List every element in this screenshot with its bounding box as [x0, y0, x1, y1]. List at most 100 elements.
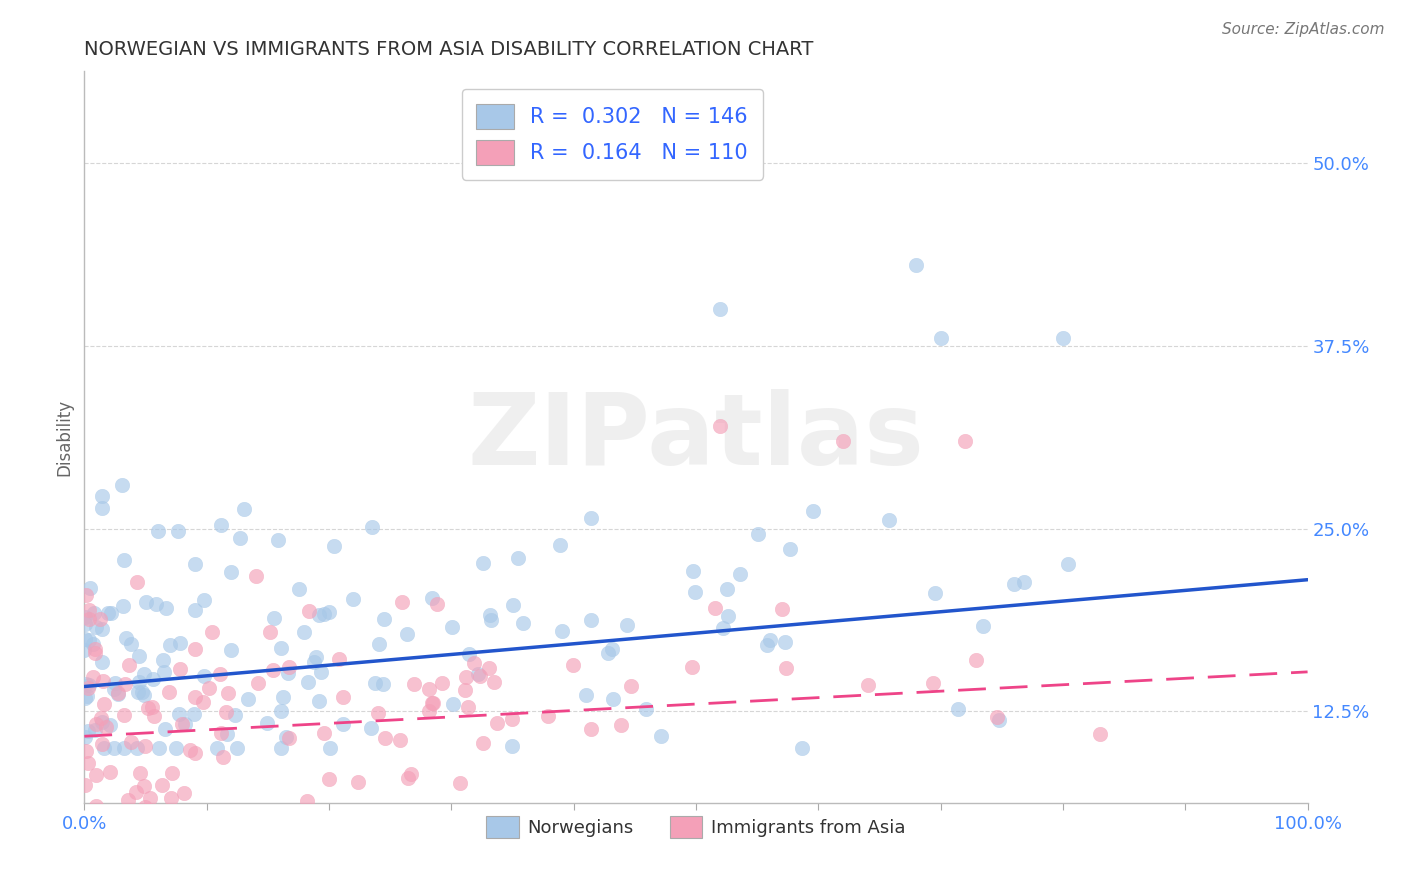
Point — [953, 434, 976, 448]
Point — [184, 557, 207, 571]
Point — [650, 729, 672, 743]
Point — [388, 733, 411, 747]
Point — [153, 722, 176, 736]
Point — [128, 675, 150, 690]
Point — [1012, 574, 1035, 589]
Point — [391, 595, 413, 609]
Text: NORWEGIAN VS IMMIGRANTS FROM ASIA DISABILITY CORRELATION CHART: NORWEGIAN VS IMMIGRANTS FROM ASIA DISABI… — [84, 39, 814, 59]
Point — [1056, 557, 1078, 571]
Point — [184, 690, 207, 704]
Point — [135, 595, 157, 609]
Point — [709, 301, 731, 317]
Point — [620, 679, 643, 693]
Point — [709, 419, 731, 434]
Point — [270, 704, 292, 718]
Point — [256, 715, 278, 730]
Point — [478, 608, 501, 623]
Point — [82, 636, 104, 650]
Point — [183, 706, 205, 721]
Point — [616, 618, 638, 632]
Point — [232, 502, 254, 516]
Point — [165, 740, 187, 755]
Point — [98, 718, 121, 732]
Point — [440, 620, 463, 634]
Point — [308, 607, 330, 622]
Point — [575, 688, 598, 702]
Point — [246, 675, 269, 690]
Point — [160, 791, 183, 805]
Point — [581, 510, 603, 524]
Point — [602, 692, 624, 706]
Point — [1002, 577, 1025, 591]
Point — [755, 638, 778, 652]
Point — [831, 434, 853, 448]
Point — [1090, 727, 1112, 741]
Point — [209, 667, 232, 681]
Point — [467, 667, 489, 681]
Point — [134, 800, 156, 814]
Point — [681, 660, 703, 674]
Point — [76, 689, 98, 703]
Point — [263, 611, 285, 625]
Point — [93, 740, 115, 755]
Point — [308, 694, 330, 708]
Point — [277, 659, 299, 673]
Point — [183, 642, 205, 657]
Point — [278, 731, 301, 745]
Point — [361, 519, 384, 533]
Point — [134, 666, 156, 681]
Point — [173, 716, 195, 731]
Point — [441, 698, 464, 712]
Point — [634, 702, 657, 716]
Point — [120, 735, 142, 749]
Point — [219, 565, 242, 579]
Point — [136, 701, 159, 715]
Point — [922, 676, 945, 690]
Point — [98, 764, 121, 779]
Text: Source: ZipAtlas.com: Source: ZipAtlas.com — [1222, 22, 1385, 37]
Point — [184, 603, 207, 617]
Point — [711, 621, 734, 635]
Point — [84, 620, 107, 634]
Point — [129, 765, 152, 780]
Point — [360, 721, 382, 735]
Point — [717, 609, 740, 624]
Point — [103, 740, 125, 755]
Point — [302, 655, 325, 669]
Point — [747, 526, 769, 541]
Point — [367, 637, 389, 651]
Point — [332, 717, 354, 731]
Point — [77, 678, 100, 692]
Point — [396, 627, 419, 641]
Point — [224, 707, 246, 722]
Point — [157, 685, 180, 699]
Point — [537, 709, 560, 723]
Point — [966, 653, 988, 667]
Point — [716, 582, 738, 596]
Point — [114, 677, 136, 691]
Point — [277, 666, 299, 681]
Point — [364, 676, 387, 690]
Point — [75, 778, 97, 792]
Point — [262, 663, 284, 677]
Point — [148, 524, 170, 538]
Point — [183, 746, 205, 760]
Point — [75, 744, 97, 758]
Point — [127, 685, 149, 699]
Point — [373, 612, 395, 626]
Point — [245, 569, 267, 583]
Point — [579, 614, 602, 628]
Point — [96, 720, 118, 734]
Y-axis label: Disability: Disability — [55, 399, 73, 475]
Point — [598, 646, 620, 660]
Point — [924, 586, 946, 600]
Point — [217, 686, 239, 700]
Point — [314, 725, 336, 739]
Point — [683, 585, 706, 599]
Point — [112, 553, 135, 567]
Point — [132, 688, 155, 702]
Point — [142, 672, 165, 686]
Point — [485, 716, 508, 731]
Point — [271, 690, 294, 704]
Point — [73, 632, 96, 646]
